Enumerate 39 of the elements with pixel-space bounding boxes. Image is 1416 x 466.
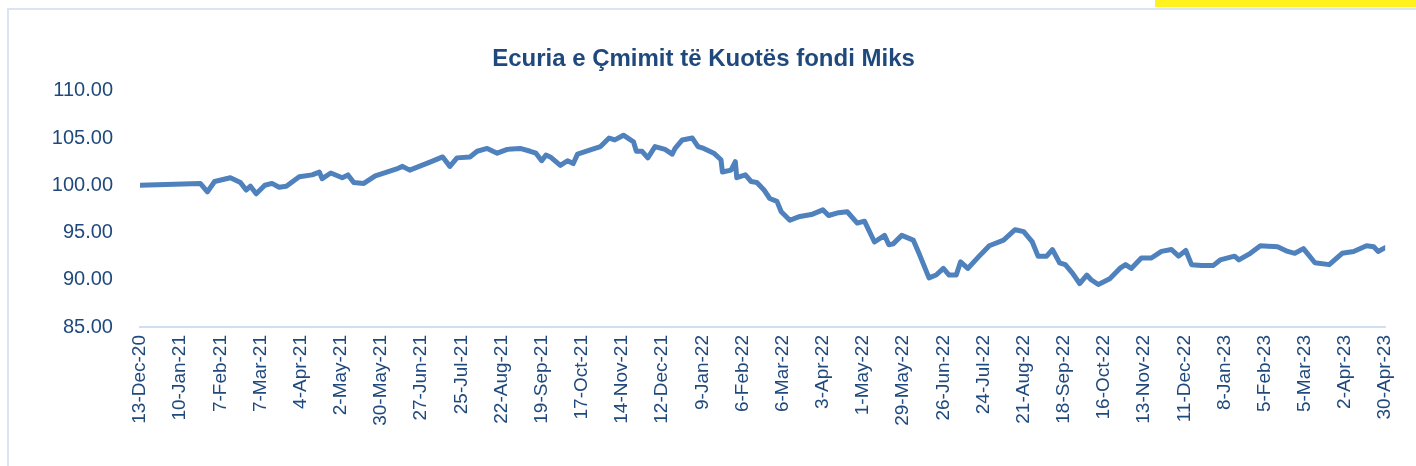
x-tick-label: 3-Apr-22 (811, 335, 833, 409)
x-tick-label: 4-Apr-21 (288, 335, 310, 409)
x-tick-label: 13-Nov-22 (1132, 335, 1154, 424)
x-tick-label: 26-Jun-22 (931, 335, 953, 421)
chart-title: Ecuria e Çmimit të Kuotës fondi Miks (492, 44, 915, 72)
y-tick-label: 95.00 (62, 220, 113, 243)
x-tick-label: 2-May-21 (329, 335, 351, 416)
x-tick-label: 13-Dec-20 (128, 335, 150, 424)
x-tick-label: 5-Mar-23 (1293, 335, 1315, 413)
x-tick-label: 16-Oct-22 (1092, 335, 1114, 420)
x-tick-label: 21-Aug-22 (1011, 335, 1033, 424)
y-tick-label: 100.00 (51, 172, 113, 195)
x-tick-label: 6-Feb-22 (730, 335, 752, 413)
x-tick-label: 24-Jul-22 (971, 335, 993, 415)
x-tick-label: 27-Jun-21 (409, 335, 431, 421)
x-tick-label: 14-Nov-21 (610, 335, 632, 424)
x-tick-label: 25-Jul-21 (449, 335, 471, 415)
x-tick-label: 1-May-22 (851, 335, 873, 416)
x-tick-label: 19-Sep-21 (529, 335, 551, 424)
x-tick-label: 6-Mar-22 (770, 335, 792, 413)
x-tick-label: 18-Sep-22 (1052, 335, 1074, 424)
x-tick-label: 11-Dec-22 (1172, 335, 1194, 423)
x-tick-label: 8-Jan-23 (1212, 335, 1234, 410)
y-tick-label: 110.00 (53, 78, 113, 101)
x-tick-label: 30-May-21 (369, 335, 391, 426)
x-tick-label: 2-Apr-23 (1333, 335, 1355, 409)
x-tick-label: 9-Jan-22 (690, 335, 712, 410)
x-tick-label: 12-Dec-21 (650, 335, 672, 424)
x-tick-label: 22-Aug-21 (489, 335, 511, 424)
x-tick-label: 5-Feb-23 (1252, 335, 1274, 413)
y-tick-label: 85.00 (62, 314, 113, 337)
x-tick-label: 10-Jan-21 (168, 335, 190, 421)
x-tick-label: 7-Feb-21 (208, 335, 230, 413)
x-tick-label: 17-Oct-21 (570, 335, 592, 420)
x-tick-label: 29-May-22 (891, 335, 913, 426)
y-tick-label: 105.00 (51, 125, 113, 148)
x-tick-label: 7-Mar-21 (248, 335, 270, 413)
x-tick-label: 30-Apr-23 (1373, 335, 1395, 420)
y-tick-label: 90.00 (62, 267, 113, 290)
